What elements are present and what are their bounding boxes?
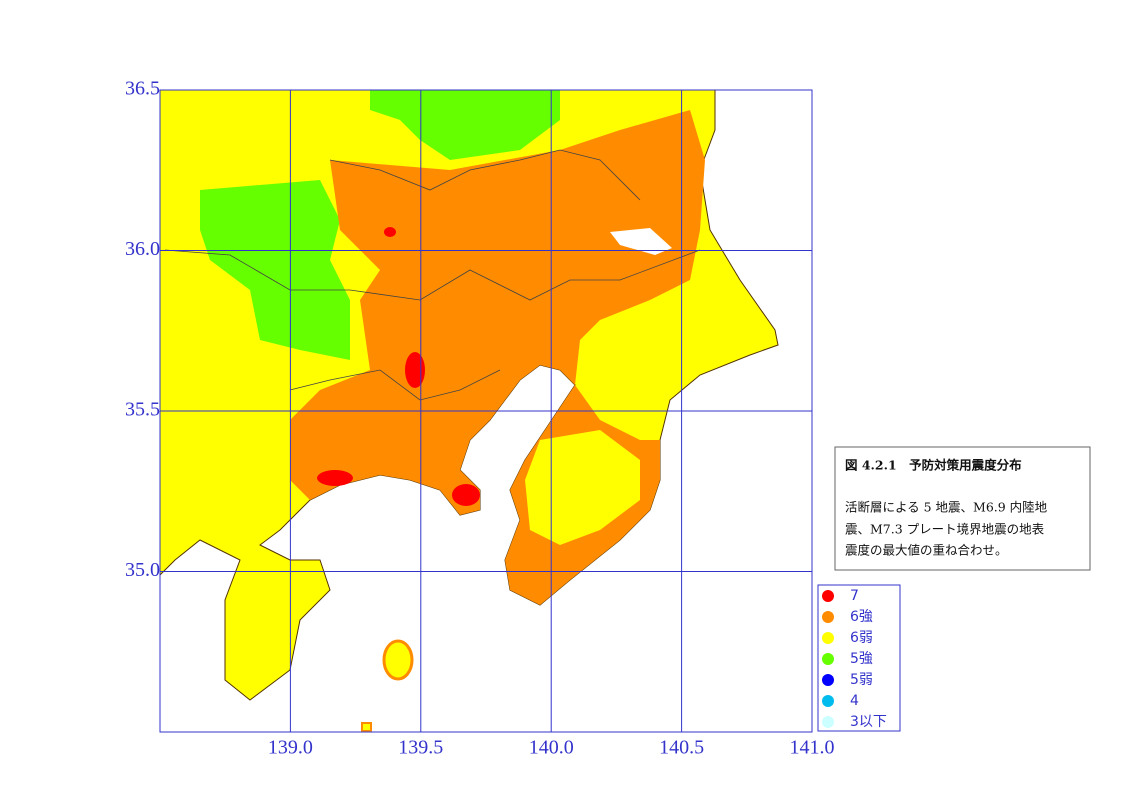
legend-swatch: [822, 632, 834, 644]
x-tick-label: 140.0: [529, 737, 574, 759]
land-green: [370, 90, 560, 160]
legend-label: 5強: [850, 651, 873, 667]
land-green: [200, 180, 350, 360]
island: [382, 639, 414, 681]
legend-label: 4: [850, 693, 859, 709]
red-area: [317, 470, 353, 486]
caption-title: 図 4.2.1 予防対策用震度分布: [845, 458, 1022, 473]
lake: [610, 228, 672, 255]
red-area: [384, 227, 396, 237]
land-yellow: [525, 430, 640, 545]
y-tick-label: 35.0: [125, 559, 160, 581]
boundary: [289, 369, 501, 401]
legend-label: 6弱: [850, 630, 873, 646]
map-frame: [159, 89, 813, 733]
legend-label: 5弱: [850, 672, 873, 688]
legend-label: 3以下: [850, 714, 887, 730]
legend-swatch: [822, 674, 834, 686]
legend-swatch: [822, 653, 834, 665]
x-tick-label: 139.0: [268, 737, 313, 759]
red-area: [405, 352, 425, 388]
legend-label: 7: [850, 588, 859, 604]
x-tick-label: 140.5: [659, 737, 704, 759]
x-tick-label: 139.5: [398, 737, 443, 759]
legend: 7 6強 6弱 5強 5弱 4 3以下: [822, 588, 887, 730]
legend-swatch: [822, 611, 834, 623]
boundary: [329, 149, 641, 201]
legend-swatch: [822, 695, 834, 707]
island: [361, 722, 372, 732]
x-tick-label: 141.0: [790, 737, 835, 759]
y-tick-label: 36.5: [125, 78, 160, 100]
caption-line: 震、M7.3 プレート境界地震の地表: [845, 522, 1045, 537]
caption-line: 活断層による 5 地震、M6.9 内陸地: [845, 500, 1048, 515]
legend-label: 6強: [850, 609, 873, 625]
land-orange: [290, 110, 705, 515]
y-tick-label: 35.5: [125, 399, 160, 421]
land: [159, 89, 779, 732]
red-area: [452, 484, 480, 506]
caption-box: [834, 446, 1091, 571]
legend-swatch: [822, 716, 834, 728]
y-tick-label: 36.0: [125, 238, 160, 260]
legend-swatch: [822, 590, 834, 602]
caption-line: 震度の最大値の重ね合わせ。: [845, 543, 1008, 558]
boundary: [164, 249, 701, 301]
